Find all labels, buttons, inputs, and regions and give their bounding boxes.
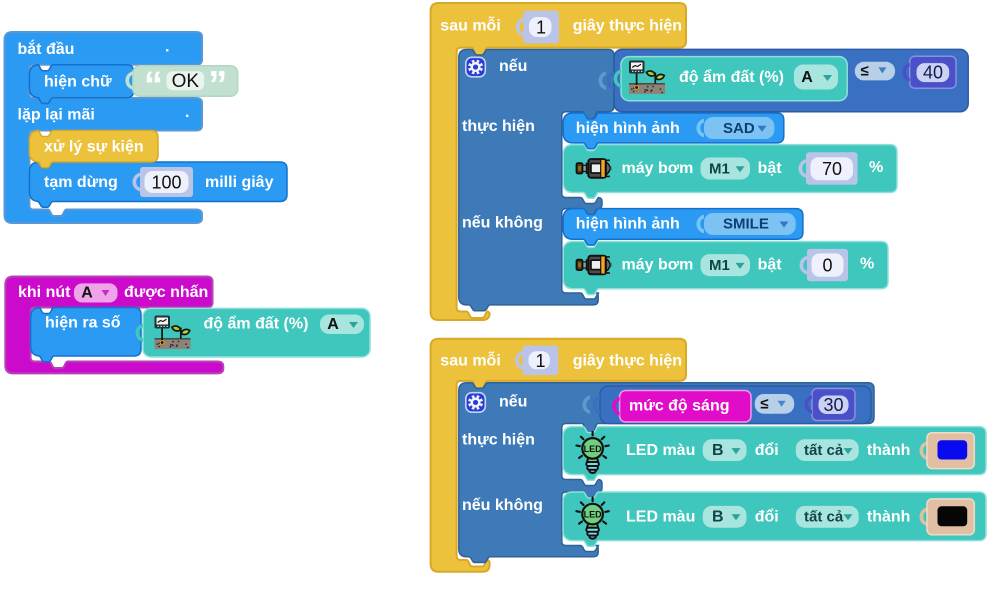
svg-text:độ ẩm đất (%): độ ẩm đất (%) (204, 315, 309, 333)
svg-text:LED màu: LED màu (626, 508, 695, 525)
svg-text:hiện chữ: hiện chữ (44, 74, 112, 91)
svg-text:bật: bật (758, 257, 783, 274)
svg-text:70: 70 (822, 159, 842, 179)
svg-text:LED: LED (584, 444, 603, 454)
svg-text:A: A (81, 284, 93, 301)
svg-text:xử lý sự kiện: xử lý sự kiện (44, 139, 144, 156)
svg-text:1: 1 (535, 351, 545, 371)
svg-text:milli giây: milli giây (205, 174, 274, 191)
svg-text:.: . (165, 39, 169, 56)
svg-text:%: % (860, 256, 874, 273)
svg-text:0: 0 (822, 255, 832, 275)
svg-text:tất cả: tất cả (804, 508, 844, 525)
svg-text:giây thực hiện: giây thực hiện (573, 18, 682, 35)
svg-text:”: ” (208, 65, 227, 107)
svg-text:độ ẩm đất (%): độ ẩm đất (%) (679, 68, 784, 86)
svg-text:A: A (327, 316, 339, 333)
svg-text:máy bơm: máy bơm (622, 160, 694, 177)
svg-text:%: % (869, 159, 883, 176)
svg-text:thành: thành (867, 442, 911, 459)
svg-text:SAD: SAD (723, 120, 755, 137)
svg-text:tất cả: tất cả (804, 442, 844, 459)
svg-text:≤: ≤ (760, 396, 768, 413)
svg-text:B: B (712, 508, 724, 525)
svg-text:1: 1 (536, 18, 546, 38)
svg-text:tạm dừng: tạm dừng (44, 174, 118, 191)
svg-text:hiện ra số: hiện ra số (45, 315, 121, 332)
svg-text:≤: ≤ (861, 62, 869, 79)
svg-text:thực hiện: thực hiện (462, 118, 535, 135)
svg-text:.: . (185, 104, 189, 121)
svg-text:thành: thành (867, 508, 911, 525)
svg-text:hiện hình ảnh: hiện hình ảnh (576, 120, 680, 137)
svg-text:M1: M1 (709, 257, 730, 274)
svg-text:LED: LED (584, 510, 603, 520)
svg-text:thực hiện: thực hiện (462, 432, 535, 449)
svg-text:sau mỗi: sau mỗi (440, 16, 500, 35)
svg-text:mức độ sáng: mức độ sáng (629, 398, 730, 415)
svg-text:30: 30 (823, 395, 843, 415)
svg-text:đổi: đổi (755, 507, 779, 525)
svg-text:máy bơm: máy bơm (622, 257, 694, 274)
svg-text:M1: M1 (709, 160, 730, 177)
svg-text:bật: bật (758, 160, 783, 177)
svg-text:bắt đầu: bắt đầu (18, 39, 75, 58)
svg-text:lặp lại mãi: lặp lại mãi (18, 107, 95, 124)
svg-text:giây thực hiện: giây thực hiện (573, 353, 682, 370)
svg-text:được nhấn: được nhấn (124, 284, 208, 301)
svg-text:SMILE: SMILE (723, 216, 769, 233)
svg-text:40: 40 (923, 63, 943, 83)
svg-text:100: 100 (151, 173, 181, 193)
svg-text:LED màu: LED màu (626, 442, 695, 459)
svg-text:nếu không: nếu không (462, 497, 543, 514)
svg-text:nếu không: nếu không (462, 215, 543, 232)
svg-text:nếu: nếu (499, 58, 527, 75)
svg-text:khi nút: khi nút (18, 284, 71, 301)
svg-text:hiện hình ảnh: hiện hình ảnh (576, 216, 680, 233)
svg-text:“: “ (144, 65, 163, 107)
svg-text:đổi: đổi (755, 441, 779, 459)
svg-text:OK: OK (172, 71, 200, 92)
svg-text:nếu: nếu (499, 394, 527, 411)
svg-text:A: A (801, 69, 813, 86)
svg-text:B: B (712, 442, 724, 459)
svg-text:sau mỗi: sau mỗi (440, 351, 500, 370)
